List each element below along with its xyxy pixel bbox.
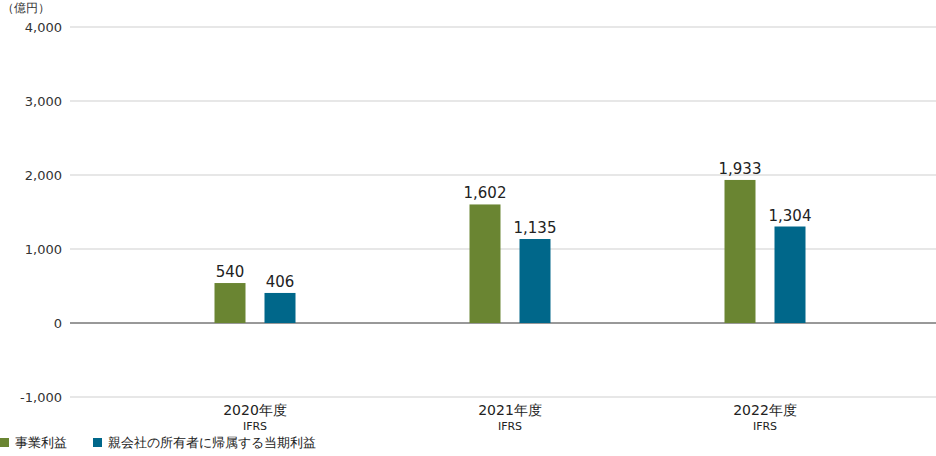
y-tick-label: 0 (54, 316, 62, 331)
y-tick-label: -1,000 (20, 390, 62, 405)
bar (725, 180, 756, 323)
grid-line (70, 397, 936, 398)
x-tick-label: 2021年度IFRS (478, 402, 542, 433)
x-tick-label: 2020年度IFRS (223, 402, 287, 433)
x-tick-label: 2022年度IFRS (733, 402, 797, 433)
bar (775, 227, 806, 323)
data-label: 1,304 (769, 207, 812, 225)
data-label: 1,933 (719, 160, 762, 178)
chart-container: （億円） -1,000 0 1,000 2,000 3,000 4,000 540 406 1,6… (0, 0, 936, 456)
y-tick-label: 2,000 (25, 168, 62, 183)
bar (265, 293, 296, 323)
bar (520, 239, 551, 323)
legend-swatch (93, 438, 102, 447)
bars (215, 180, 806, 323)
data-label: 1,135 (514, 219, 557, 237)
grid-line (70, 101, 936, 102)
legend: 事業利益 親会社の所有者に帰属する当期利益 (0, 435, 316, 450)
data-label: 406 (266, 273, 295, 291)
y-tick-label: 3,000 (25, 94, 62, 109)
zero-line (70, 323, 936, 324)
y-tick-label: 4,000 (25, 20, 62, 35)
bar (215, 283, 246, 323)
bar (470, 204, 501, 323)
data-labels: 540 406 1,602 1,135 1,933 1,304 (216, 160, 812, 291)
legend-label: 事業利益 (15, 435, 67, 450)
legend-swatch (0, 438, 9, 447)
chart-svg: （億円） -1,000 0 1,000 2,000 3,000 4,000 540 406 1,6… (0, 0, 936, 456)
legend-label: 親会社の所有者に帰属する当期利益 (108, 435, 316, 450)
grid-line (70, 175, 936, 176)
y-axis-label: （億円） (2, 1, 50, 15)
grid-line (70, 249, 936, 250)
data-label: 1,602 (464, 184, 507, 202)
data-label: 540 (216, 263, 245, 281)
y-tick-label: 1,000 (25, 242, 62, 257)
grid (70, 27, 936, 397)
grid-line (70, 27, 936, 28)
